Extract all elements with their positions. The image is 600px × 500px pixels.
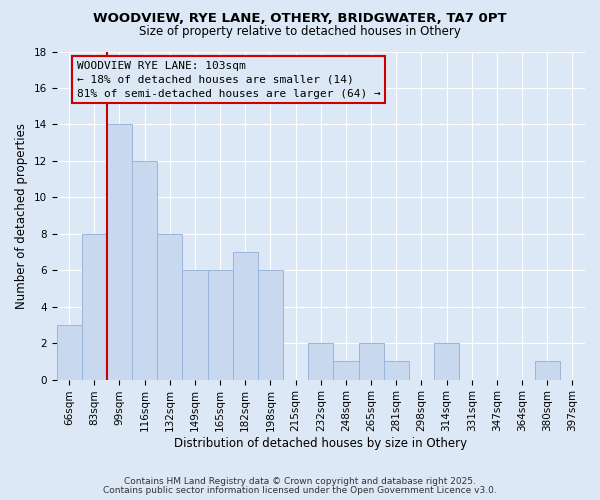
Bar bbox=[157, 234, 182, 380]
X-axis label: Distribution of detached houses by size in Othery: Distribution of detached houses by size … bbox=[174, 437, 467, 450]
Bar bbox=[233, 252, 258, 380]
Bar bbox=[182, 270, 208, 380]
Text: Size of property relative to detached houses in Othery: Size of property relative to detached ho… bbox=[139, 25, 461, 38]
Bar bbox=[132, 161, 157, 380]
Bar bbox=[434, 343, 459, 380]
Bar bbox=[535, 362, 560, 380]
Bar bbox=[258, 270, 283, 380]
Bar bbox=[383, 362, 409, 380]
Bar bbox=[107, 124, 132, 380]
Text: Contains public sector information licensed under the Open Government Licence v3: Contains public sector information licen… bbox=[103, 486, 497, 495]
Bar bbox=[308, 343, 334, 380]
Text: WOODVIEW, RYE LANE, OTHERY, BRIDGWATER, TA7 0PT: WOODVIEW, RYE LANE, OTHERY, BRIDGWATER, … bbox=[93, 12, 507, 26]
Text: Contains HM Land Registry data © Crown copyright and database right 2025.: Contains HM Land Registry data © Crown c… bbox=[124, 477, 476, 486]
Text: WOODVIEW RYE LANE: 103sqm
← 18% of detached houses are smaller (14)
81% of semi-: WOODVIEW RYE LANE: 103sqm ← 18% of detac… bbox=[77, 60, 380, 98]
Y-axis label: Number of detached properties: Number of detached properties bbox=[15, 122, 28, 308]
Bar bbox=[82, 234, 107, 380]
Bar bbox=[334, 362, 359, 380]
Bar bbox=[56, 325, 82, 380]
Bar bbox=[359, 343, 383, 380]
Bar bbox=[208, 270, 233, 380]
